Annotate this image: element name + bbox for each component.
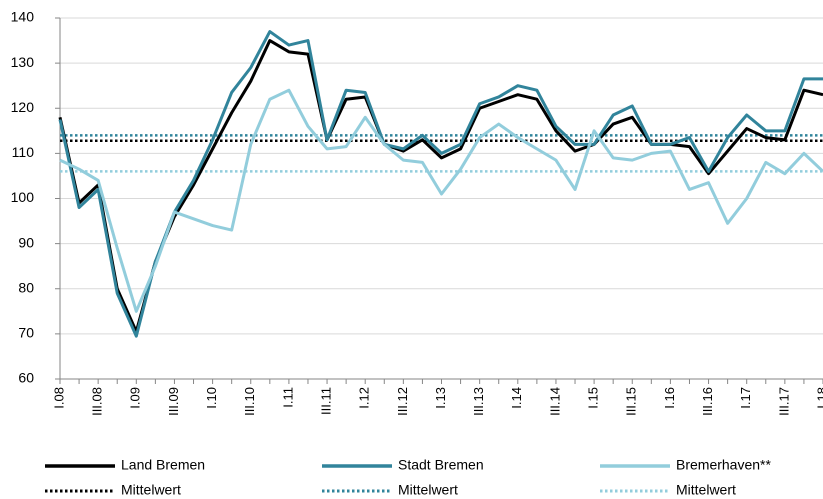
- x-tick-label: I.08: [51, 387, 66, 409]
- x-tick-label: I.17: [738, 387, 753, 409]
- x-tick-label: I.10: [204, 387, 219, 409]
- x-tick-label: III.13: [471, 387, 486, 416]
- legend-label: Mittelwert: [121, 482, 181, 498]
- x-tick-label: III.09: [166, 387, 181, 416]
- y-tick-label: 80: [18, 279, 34, 295]
- x-tick-label: I.13: [433, 387, 448, 409]
- y-tick-label: 100: [11, 189, 35, 205]
- series-line: [58, 30, 823, 338]
- x-tick-label: I.16: [662, 387, 677, 409]
- x-tick-label: I.09: [128, 387, 143, 409]
- y-tick-label: 110: [12, 144, 35, 160]
- series-line: [59, 88, 823, 313]
- y-tick-label: 70: [18, 325, 34, 341]
- x-tick-label: III.17: [776, 387, 791, 416]
- x-tick-label: I.11: [280, 387, 295, 408]
- y-tick-label: 60: [18, 370, 34, 386]
- legend-label: Stadt Bremen: [398, 457, 484, 473]
- legend-label: Land Bremen: [121, 457, 205, 473]
- y-tick-label: 90: [18, 234, 34, 250]
- legend-label: Mittelwert: [676, 482, 736, 498]
- x-tick-label: III.08: [90, 387, 105, 416]
- x-tick-label: III.11: [318, 387, 333, 415]
- legend-label: Mittelwert: [398, 482, 458, 498]
- y-tick-label: 140: [11, 9, 35, 25]
- legend-label: Bremerhaven**: [676, 457, 771, 473]
- x-tick-label: III.12: [395, 387, 410, 416]
- x-tick-label: I.12: [357, 387, 372, 409]
- x-tick-label: III.15: [624, 387, 639, 416]
- x-tick-label: I.15: [586, 387, 601, 409]
- y-tick-label: 120: [11, 99, 35, 115]
- y-tick-label: 130: [11, 54, 35, 70]
- x-tick-label: I.14: [509, 387, 524, 409]
- x-tick-label: III.10: [242, 387, 257, 416]
- series-line: [58, 39, 823, 334]
- x-tick-label: III.14: [547, 387, 562, 416]
- x-tick-label: III.16: [700, 387, 715, 416]
- x-tick-label: I.18: [814, 387, 823, 409]
